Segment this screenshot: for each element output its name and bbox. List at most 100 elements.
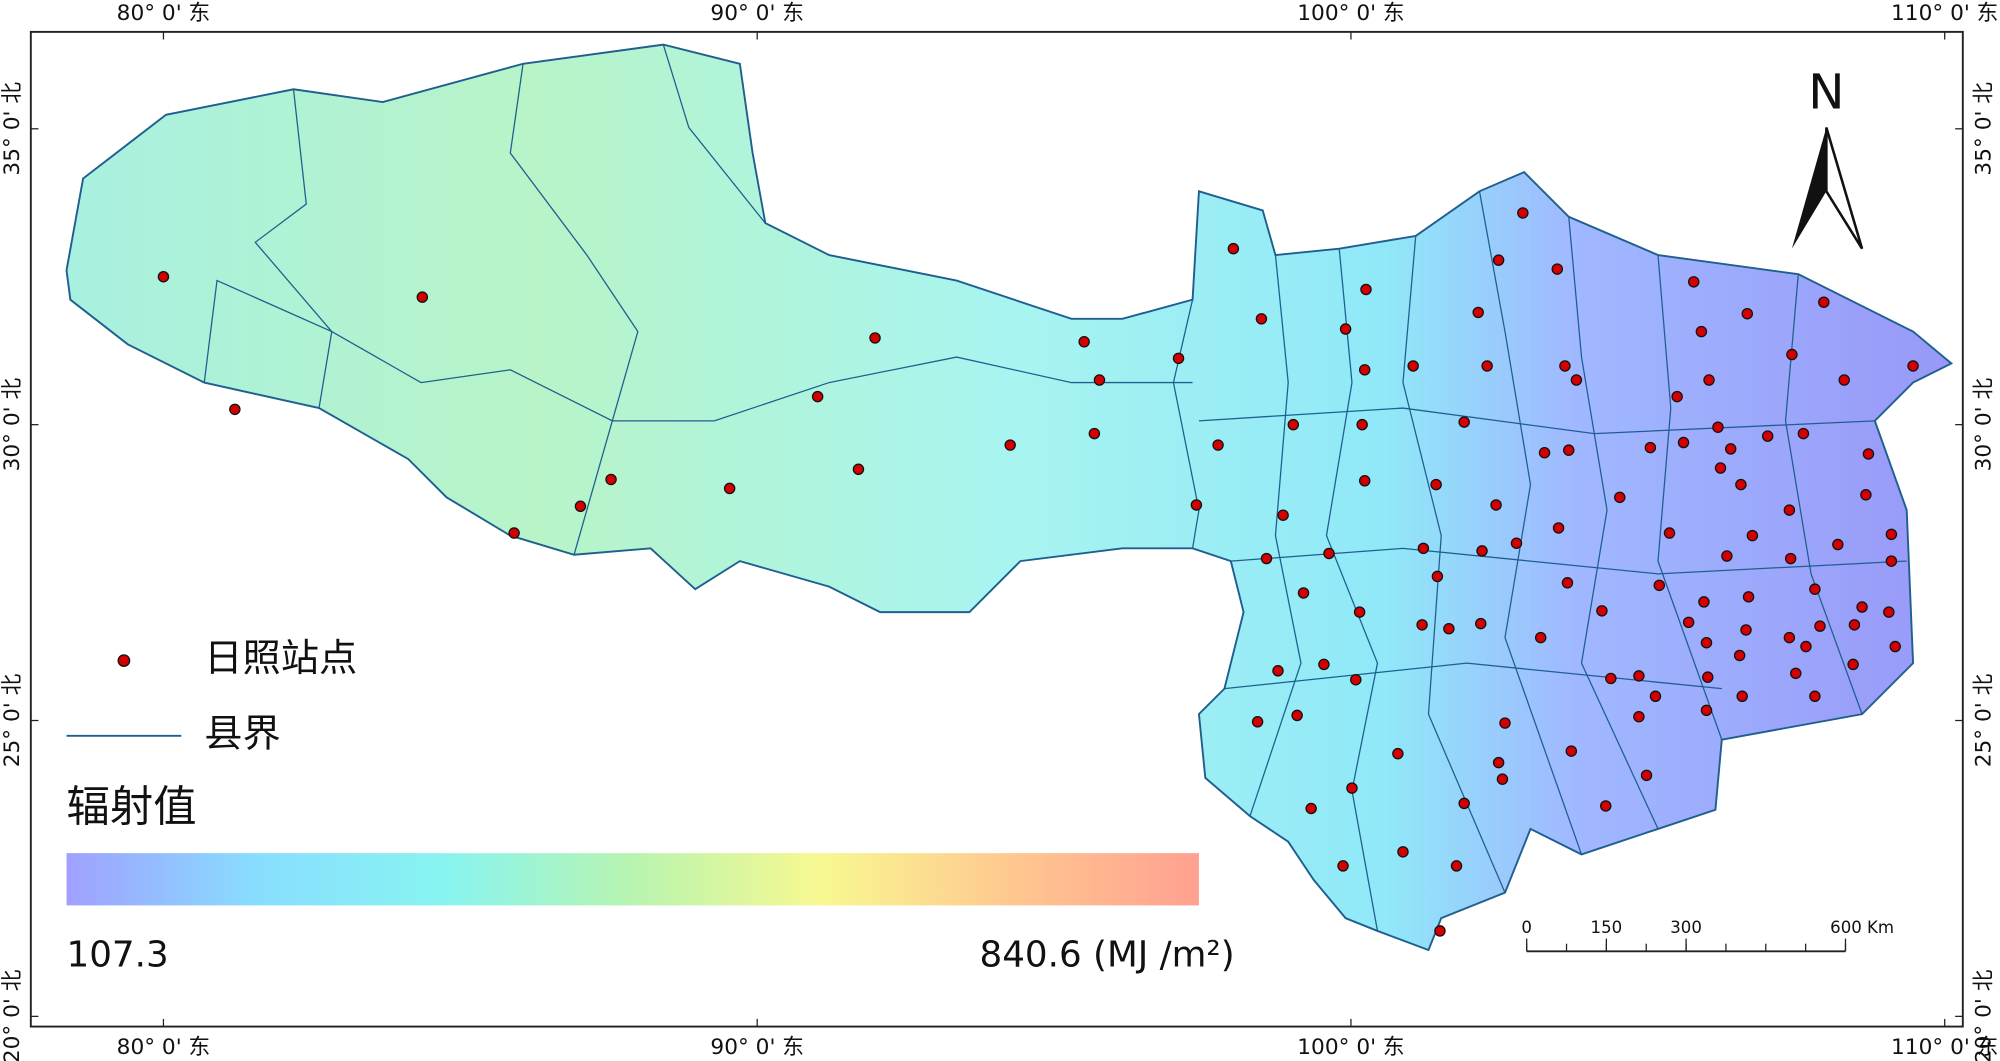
station xyxy=(1596,605,1608,617)
scale-bar: 0 150 300 600 Km xyxy=(1521,918,1894,953)
station xyxy=(1883,606,1895,618)
colorbar xyxy=(66,853,1199,906)
station xyxy=(1695,325,1708,338)
station xyxy=(1800,640,1812,653)
lat-label-left: 30° 0' 北 xyxy=(0,378,25,472)
station xyxy=(1677,436,1690,449)
station xyxy=(1885,528,1898,541)
station xyxy=(1702,671,1714,683)
station xyxy=(1490,499,1502,511)
station xyxy=(1563,444,1575,456)
colorbar-title: 辐射值 xyxy=(67,782,197,832)
station xyxy=(1297,587,1310,599)
station xyxy=(1700,704,1713,717)
station xyxy=(869,332,881,344)
station xyxy=(1360,283,1372,296)
station xyxy=(1614,491,1626,504)
station xyxy=(1434,925,1446,937)
north-arrow: N xyxy=(1791,65,1864,250)
station xyxy=(1561,577,1574,589)
station xyxy=(1885,555,1898,567)
station xyxy=(852,463,865,476)
station xyxy=(1481,360,1493,372)
station xyxy=(1337,860,1349,872)
lat-label-left: 20° 0' 北 xyxy=(0,969,25,1061)
station xyxy=(1746,529,1759,542)
lat-label-right: 30° 0' 北 xyxy=(1971,378,1996,472)
station xyxy=(1492,756,1505,769)
station xyxy=(1761,430,1774,442)
station xyxy=(1475,617,1487,630)
station xyxy=(1443,622,1455,635)
station xyxy=(1721,550,1733,562)
station xyxy=(1698,596,1710,608)
station xyxy=(1790,667,1802,680)
scale-bar-label: 0 xyxy=(1521,918,1532,937)
lon-label-bottom: 90° 0' 东 xyxy=(710,1035,804,1060)
station xyxy=(1305,802,1317,815)
station xyxy=(1860,489,1872,501)
legend-boundary-label: 县界 xyxy=(204,711,281,756)
station xyxy=(1735,478,1747,491)
station xyxy=(1783,504,1796,516)
station xyxy=(1397,846,1409,858)
station xyxy=(157,270,170,283)
station xyxy=(1797,427,1810,440)
colorbar-min-label: 107.3 xyxy=(67,934,169,975)
station xyxy=(1458,416,1470,428)
lon-label-bottom: 100° 0' 东 xyxy=(1297,1035,1404,1060)
lat-label-right: 20° 0' 北 xyxy=(1971,969,1996,1061)
station xyxy=(1640,769,1653,782)
station xyxy=(1814,620,1826,632)
station xyxy=(1736,690,1748,703)
colorbar-max-label: 840.6 (MJ /m²) xyxy=(980,934,1235,975)
station xyxy=(1600,800,1612,812)
station xyxy=(1559,360,1571,372)
scale-bar-label: 300 xyxy=(1670,918,1702,937)
station xyxy=(1818,296,1830,308)
station xyxy=(1499,717,1511,729)
station xyxy=(1724,443,1737,455)
station xyxy=(1687,276,1700,288)
station xyxy=(1633,710,1645,723)
station xyxy=(1358,364,1371,376)
station xyxy=(1356,418,1368,431)
station xyxy=(1472,306,1484,319)
station xyxy=(1712,421,1724,433)
station xyxy=(1078,336,1090,348)
station xyxy=(1004,439,1016,451)
station xyxy=(1786,348,1798,361)
station xyxy=(1551,263,1564,275)
station xyxy=(1644,441,1657,454)
station xyxy=(1291,709,1303,722)
station xyxy=(1605,672,1617,685)
legend-station-label: 日照站点 xyxy=(204,636,357,681)
lat-label-left: 35° 0' 北 xyxy=(0,82,25,176)
lat-label-right: 35° 0' 北 xyxy=(1971,82,1996,176)
station xyxy=(1517,207,1529,219)
lat-label-right: 25° 0' 北 xyxy=(1971,673,1996,767)
station xyxy=(1671,390,1683,403)
station xyxy=(1318,658,1330,671)
lon-label-top: 110° 0' 东 xyxy=(1891,1,1998,26)
station xyxy=(1653,579,1666,592)
station xyxy=(1260,552,1273,565)
map-frame xyxy=(29,30,1964,1028)
lon-label-top: 90° 0' 东 xyxy=(710,1,804,26)
station xyxy=(1172,352,1185,365)
station xyxy=(1510,537,1523,549)
station xyxy=(1862,448,1875,460)
scale-bar-label: 150 xyxy=(1591,918,1623,937)
lon-label-top: 80° 0' 东 xyxy=(117,1,211,26)
station xyxy=(1392,747,1404,760)
station xyxy=(1809,583,1821,595)
station xyxy=(1358,475,1371,487)
station xyxy=(1847,658,1859,671)
station xyxy=(1416,619,1428,631)
station xyxy=(1093,374,1106,386)
station xyxy=(1784,552,1797,565)
station xyxy=(1339,323,1352,335)
station xyxy=(1832,538,1844,551)
station xyxy=(1733,649,1746,662)
